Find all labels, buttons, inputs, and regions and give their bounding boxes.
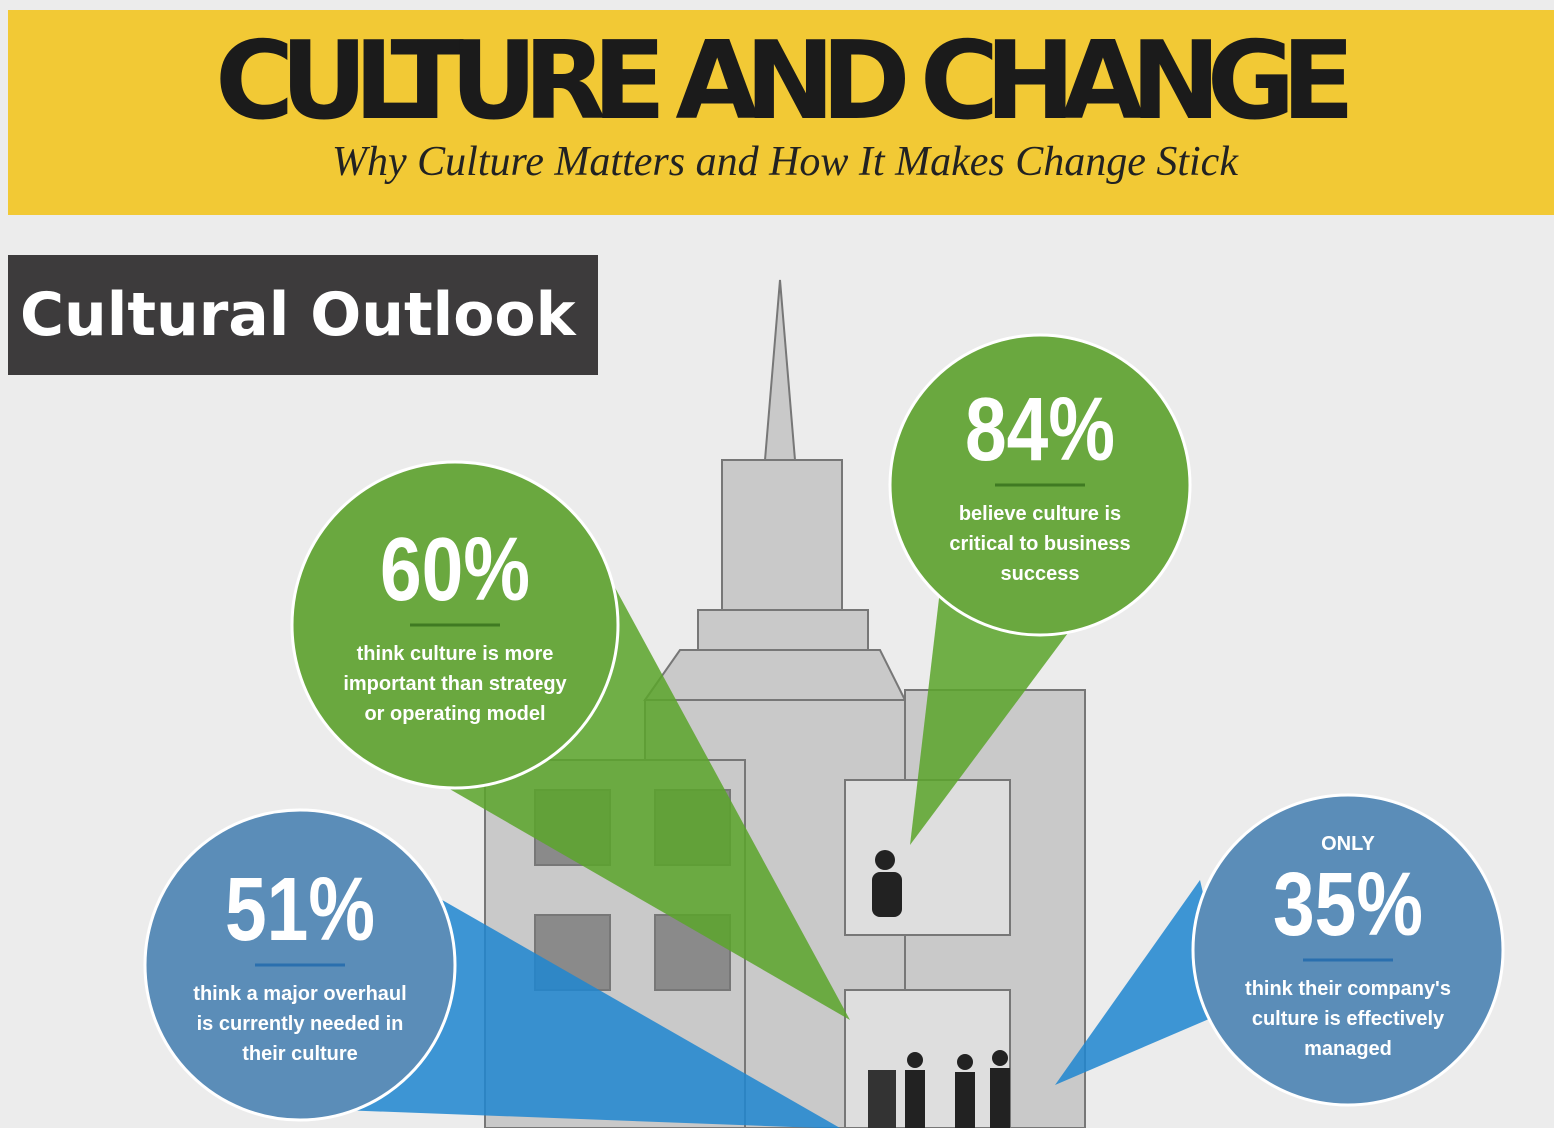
stat-text: or operating model: [364, 703, 545, 725]
stat-value: 51%: [225, 860, 375, 960]
title: CULTURE AND CHANGE: [215, 19, 1355, 144]
stat-text: think culture is more: [357, 643, 554, 665]
stat-text: managed: [1304, 1038, 1392, 1060]
stat-text: success: [1001, 563, 1080, 585]
stat-text: their culture: [242, 1043, 358, 1065]
stat-value: 35%: [1273, 855, 1423, 955]
stat-text: culture is effectively: [1252, 1008, 1445, 1030]
subtitle: Why Culture Matters and How It Makes Cha…: [332, 139, 1239, 185]
stat-text: important than strategy: [343, 673, 567, 695]
section-title: Cultural Outlook: [20, 280, 578, 350]
stat-text: think a major overhaul: [193, 983, 406, 1005]
stat-text: believe culture is: [959, 503, 1121, 525]
stat-value: 84%: [965, 380, 1115, 480]
stat-prefix: ONLY: [1321, 833, 1375, 855]
stat-text: is currently needed in: [197, 1013, 404, 1035]
infographic: CULTURE AND CHANGE Why Culture Matters a…: [0, 0, 1554, 1128]
stat-value: 60%: [380, 520, 530, 620]
stat-text: think their company's: [1245, 978, 1451, 1000]
stat-text: critical to business: [949, 533, 1130, 555]
